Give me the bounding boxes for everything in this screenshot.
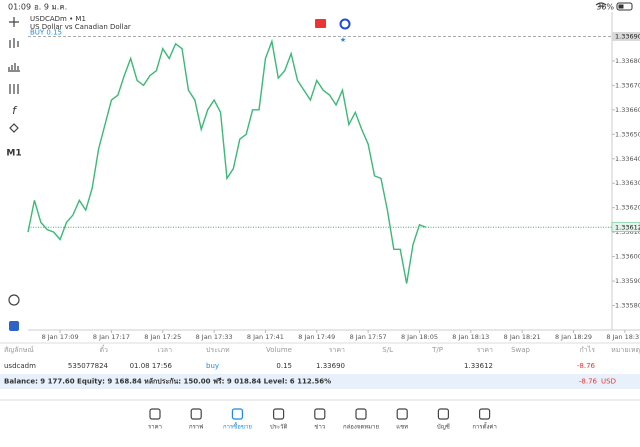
nav-icon[interactable] (396, 408, 408, 420)
y-tick-label: 1.33610 (615, 228, 640, 236)
x-tick-label: 8 Jan 17:25 (144, 333, 181, 341)
x-tick-label: 8 Jan 17:49 (298, 333, 335, 341)
y-tick-label: 1.33630 (615, 179, 640, 187)
order-price-label: 1.33690 (615, 32, 640, 40)
order-price-box (612, 31, 640, 41)
order-time: 01.08 17:56 (130, 362, 173, 370)
candles-tool[interactable] (9, 38, 19, 48)
order-symbol: usdcadm (4, 362, 36, 370)
balance-profit: -8.76 (579, 378, 598, 386)
zoom-tool[interactable] (8, 294, 20, 306)
balance-bar (0, 374, 640, 389)
timeframe[interactable]: M1 (6, 149, 21, 159)
column-header: S/L (382, 346, 393, 354)
column-header: กำไร (580, 345, 596, 354)
nav-icon[interactable] (355, 408, 367, 420)
column-header: Swap (511, 346, 530, 354)
nav-label[interactable]: ข่าว (314, 424, 325, 431)
x-tick-label: 8 Jan 18:21 (504, 333, 541, 341)
column-header: เวลา (157, 346, 172, 354)
y-tick-label: 1.33590 (615, 277, 640, 285)
nav-icon[interactable] (190, 408, 202, 420)
x-tick-label: 8 Jan 18:05 (401, 333, 438, 341)
nav-label[interactable]: แชท (396, 424, 408, 431)
x-tick-label: 8 Jan 17:09 (42, 333, 79, 341)
nav-label[interactable]: ราคา (148, 424, 162, 431)
battery-level-icon (618, 4, 624, 9)
x-tick-label: 8 Jan 18:13 (452, 333, 489, 341)
bid-price-label: 1.33612 (615, 223, 640, 231)
column-header: ราคา (329, 346, 345, 354)
battery-icon (616, 2, 633, 11)
column-header: สัญลักษณ์ (4, 346, 34, 354)
x-tick-label: 8 Jan 17:57 (350, 333, 387, 341)
order-price: 1.33612 (464, 362, 493, 370)
wifi-icon (595, 2, 607, 8)
trade-tool[interactable] (9, 321, 19, 331)
chart-description: US Dollar vs Canadian Dollar (30, 23, 131, 31)
shapes-tool[interactable] (9, 123, 19, 133)
column-header: T/P (431, 346, 443, 354)
flag-icon (315, 19, 326, 28)
y-tick-label: 1.33600 (615, 253, 640, 261)
y-tick-label: 1.33640 (615, 155, 640, 163)
x-tick-label: 8 Jan 17:17 (93, 333, 130, 341)
y-tick-label: 1.33620 (615, 204, 640, 212)
x-tick-label: 8 Jan 18:37 (606, 333, 640, 341)
status-time: 01:09 (8, 3, 31, 12)
balance-text: Balance: 9 177.60 Equity: 9 168.84 หลักป… (4, 378, 331, 386)
x-tick-label: 8 Jan 17:33 (196, 333, 233, 341)
chart-symbol: USDCADm • M1 (30, 15, 86, 23)
nav-icon[interactable] (149, 408, 161, 420)
balance-currency: USD (601, 378, 616, 386)
status-battery: 36% (596, 3, 614, 12)
nav-icon[interactable] (479, 408, 491, 420)
event-marker: ★ (340, 36, 346, 44)
column-header: หมายเหตุ (611, 346, 640, 354)
status-date: อ. 9 ม.ค. (34, 3, 67, 12)
positions-table: สัญลักษณ์ ตั๋ว เวลา ประเภท Volume ราคา S/L T/P ร… (4, 345, 640, 370)
bid-price-box (611, 222, 640, 233)
y-tick-label: 1.33650 (615, 130, 640, 138)
price-line (27, 38, 427, 284)
x-tick-label: 8 Jan 17:41 (247, 333, 284, 341)
nav-icon[interactable] (314, 408, 326, 420)
order-open-price: 1.33690 (316, 362, 345, 370)
order-volume: 0.15 (276, 362, 292, 370)
nav-label[interactable]: กราฟ (189, 424, 203, 431)
bottom-nav: ราคา กราฟ การซื้อขาย ประวัติ ข่าว กล่องจดหมาย… (148, 408, 497, 431)
nav-label[interactable]: ประวัติ (270, 424, 288, 431)
y-tick-label: 1.33680 (615, 57, 640, 65)
column-header: ตั๋ว (100, 345, 109, 354)
nav-label[interactable]: การซื้อขาย (223, 421, 252, 431)
column-header: ราคา (477, 346, 493, 354)
nav-label[interactable]: กล่องจดหมาย (343, 424, 379, 431)
objects-tool[interactable] (9, 84, 19, 94)
order-type: buy (206, 362, 219, 370)
column-header: ประเภท (206, 346, 230, 354)
x-tick-label: 8 Jan 18:29 (555, 333, 592, 341)
order-profit: -8.76 (577, 362, 596, 370)
flag-icon (339, 18, 351, 30)
nav-icon[interactable] (273, 408, 285, 420)
crosshair-tool[interactable] (9, 17, 19, 27)
nav-icon[interactable] (231, 408, 243, 420)
nav-icon[interactable] (437, 408, 449, 420)
nav-label[interactable]: บัญชี (437, 423, 450, 431)
y-tick-label: 1.33670 (615, 81, 640, 89)
y-tick-label: 1.33580 (615, 302, 640, 310)
order-ticket: 535077824 (68, 362, 109, 370)
order-label: BUY 0.15 (30, 28, 62, 36)
y-tick-label: 1.33660 (615, 106, 640, 114)
nav-label[interactable]: การตั้งค่า (472, 421, 496, 431)
indicators-tool[interactable] (8, 63, 20, 72)
toolbar[interactable]: f (8, 17, 20, 133)
function-tool[interactable]: f (12, 104, 18, 117)
column-header: Volume (266, 346, 292, 354)
